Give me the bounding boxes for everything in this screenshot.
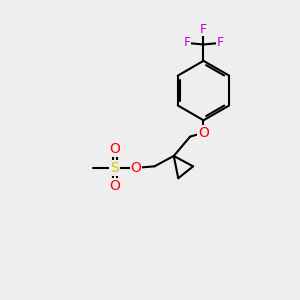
Text: O: O (130, 161, 142, 175)
Text: F: F (184, 37, 191, 50)
Text: F: F (200, 22, 207, 35)
Text: O: O (109, 179, 120, 193)
Text: O: O (109, 142, 120, 156)
Text: S: S (110, 161, 119, 175)
Text: F: F (216, 37, 224, 50)
Text: O: O (198, 126, 209, 140)
